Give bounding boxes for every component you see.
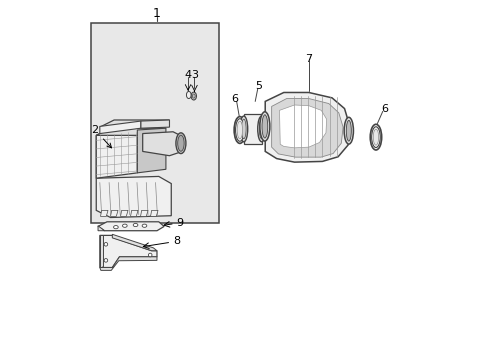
Polygon shape xyxy=(96,128,165,135)
Polygon shape xyxy=(279,105,326,148)
Polygon shape xyxy=(100,257,157,270)
Ellipse shape xyxy=(371,127,380,148)
Polygon shape xyxy=(96,176,171,217)
Ellipse shape xyxy=(262,115,267,138)
Text: 5: 5 xyxy=(255,81,262,91)
Polygon shape xyxy=(140,210,148,216)
Ellipse shape xyxy=(122,224,127,227)
Ellipse shape xyxy=(192,94,195,98)
Ellipse shape xyxy=(235,119,244,141)
Ellipse shape xyxy=(148,253,152,257)
Ellipse shape xyxy=(372,129,378,145)
Ellipse shape xyxy=(142,224,146,227)
Text: 1: 1 xyxy=(153,8,161,21)
Polygon shape xyxy=(141,120,169,128)
Ellipse shape xyxy=(133,224,138,226)
Ellipse shape xyxy=(344,117,353,144)
Ellipse shape xyxy=(240,116,247,142)
Text: 4: 4 xyxy=(184,69,191,80)
Ellipse shape xyxy=(186,91,191,99)
Bar xyxy=(91,23,219,223)
Ellipse shape xyxy=(113,226,118,229)
Ellipse shape xyxy=(257,116,265,142)
Ellipse shape xyxy=(176,133,185,154)
Polygon shape xyxy=(244,114,261,144)
Ellipse shape xyxy=(177,135,184,151)
Ellipse shape xyxy=(259,112,269,141)
Text: 7: 7 xyxy=(305,54,312,64)
Polygon shape xyxy=(142,132,180,156)
Text: 2: 2 xyxy=(91,125,111,148)
Polygon shape xyxy=(100,235,102,267)
Polygon shape xyxy=(110,210,118,216)
Ellipse shape xyxy=(234,117,245,143)
Polygon shape xyxy=(96,134,100,178)
Ellipse shape xyxy=(237,121,242,139)
Ellipse shape xyxy=(369,124,381,150)
Ellipse shape xyxy=(241,119,245,139)
Text: 8: 8 xyxy=(173,236,180,246)
Ellipse shape xyxy=(104,258,107,262)
Ellipse shape xyxy=(104,243,107,246)
Text: 3: 3 xyxy=(191,69,198,80)
Text: 9: 9 xyxy=(176,218,183,228)
Polygon shape xyxy=(271,99,343,157)
Polygon shape xyxy=(121,210,128,216)
Polygon shape xyxy=(100,121,141,134)
Polygon shape xyxy=(96,130,137,178)
Ellipse shape xyxy=(259,119,264,139)
Polygon shape xyxy=(98,222,164,231)
Text: 6: 6 xyxy=(381,104,387,113)
Polygon shape xyxy=(98,226,104,231)
Text: 6: 6 xyxy=(231,94,238,104)
Polygon shape xyxy=(101,210,108,216)
Polygon shape xyxy=(150,210,158,216)
Ellipse shape xyxy=(346,120,350,141)
Ellipse shape xyxy=(191,92,196,100)
Polygon shape xyxy=(100,120,169,127)
Polygon shape xyxy=(137,128,165,173)
Polygon shape xyxy=(100,235,157,267)
Polygon shape xyxy=(130,210,138,216)
Polygon shape xyxy=(264,93,349,162)
Polygon shape xyxy=(112,234,157,251)
